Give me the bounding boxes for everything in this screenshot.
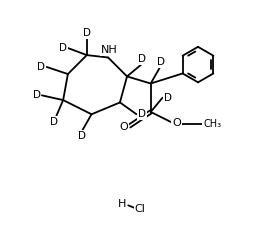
Text: D: D xyxy=(50,117,58,127)
Text: D: D xyxy=(138,54,146,64)
Text: D: D xyxy=(164,93,172,103)
Text: H: H xyxy=(118,199,126,209)
Text: CH₃: CH₃ xyxy=(203,119,221,129)
Text: Cl: Cl xyxy=(135,204,146,214)
Text: D: D xyxy=(83,28,91,38)
Text: D: D xyxy=(59,43,67,53)
Text: D: D xyxy=(78,131,86,141)
Text: D: D xyxy=(138,109,146,119)
Text: D: D xyxy=(37,62,45,72)
Text: O: O xyxy=(120,122,129,132)
Text: NH: NH xyxy=(101,45,118,55)
Text: D: D xyxy=(33,90,41,100)
Text: O: O xyxy=(172,118,181,128)
Text: D: D xyxy=(157,57,165,67)
